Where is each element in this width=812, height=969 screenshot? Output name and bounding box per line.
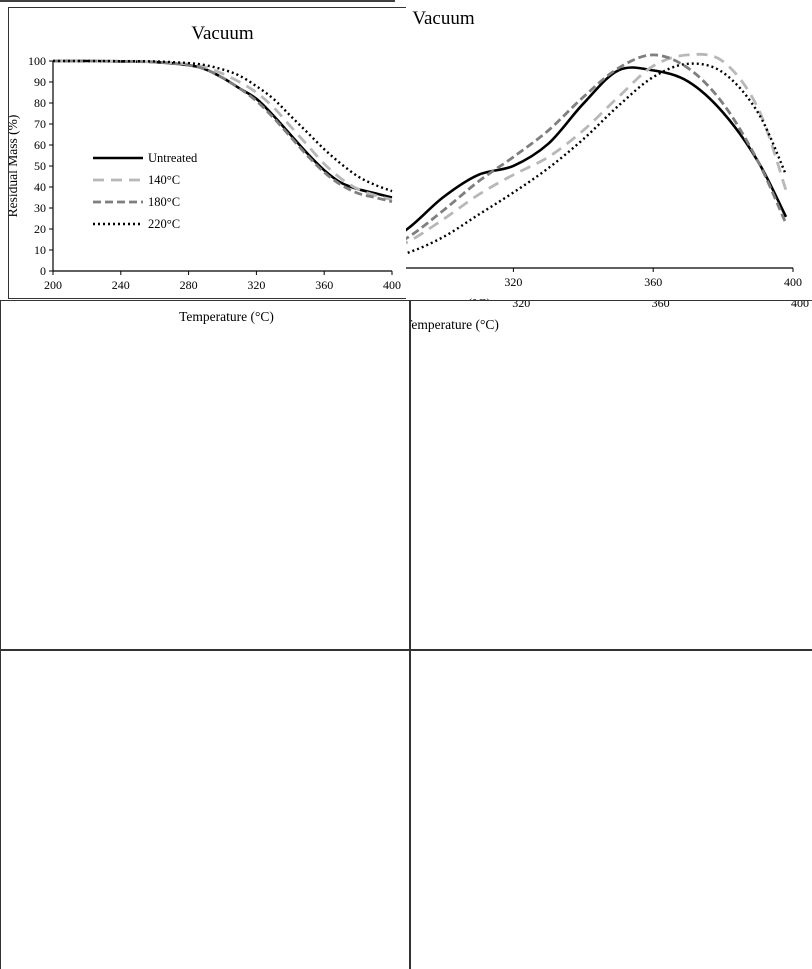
x-tick-label: 400 [383, 301, 401, 302]
y-tick-label: 10 [34, 243, 46, 257]
legend-label: Untreated [148, 151, 198, 165]
chart-panel-vacuum-mass: Vacuum 200 240 280 320 360 400 0 10 20 30 40 50 60 70 8… [8, 7, 408, 299]
chart-panel-nitrogen-mass: Nitrogen20024028032036040001020304050607… [0, 300, 410, 650]
chart-svg: Vacuum + Nitrogen20024028032036040000,00… [411, 651, 812, 969]
y-tick-label: 100 [28, 54, 46, 68]
x-tick-label: 280 [184, 301, 202, 302]
chart-svg: Vacuum 200 240 280 320 360 400 0 10 20 30 40 50 60 70 8… [9, 23, 401, 292]
legend-label: 180°C [148, 195, 180, 209]
x-tick-label: 320 [247, 278, 265, 292]
legend-label: 220°C [148, 217, 180, 231]
x-tick-label: 360 [652, 301, 670, 310]
x-axis-label: Temperature (°C) [406, 296, 491, 300]
chart-panel-nitrogen-rate: Nitrogen20024028032036040000,0020,0040,0… [410, 300, 812, 650]
series-line-220c [406, 62, 788, 255]
legend-label: 140°C [148, 173, 180, 187]
x-tick-label: 400 [784, 275, 802, 289]
chart-title: Vacuum [191, 23, 253, 44]
y-tick-label: 90 [34, 75, 46, 89]
series-line-140c [406, 52, 788, 245]
x-tick-label: 320 [504, 275, 522, 289]
series-line-untreated [406, 66, 788, 232]
x-axis-label: Temperature (°C) [179, 309, 274, 324]
y-tick-label: 60 [34, 138, 46, 152]
x-tick-label: 240 [112, 278, 130, 292]
x-tick-label: 320 [512, 301, 530, 310]
chart-panel-vacuum-nitrogen-mass: Vacuum + Nitrogen20024028032036040001020… [0, 650, 410, 969]
y-tick-label: 50 [34, 159, 46, 173]
chart-svg: Vacuum + Nitrogen20024028032036040001020… [1, 651, 409, 969]
x-tick-label: 240 [118, 301, 136, 302]
y-tick-label: 40 [34, 180, 46, 194]
x-tick-label: 360 [644, 275, 662, 289]
y-tick-label: 20 [34, 222, 46, 236]
y-tick-label: 80 [34, 96, 46, 110]
chart-panel-vacuum-nitrogen-rate: Vacuum + Nitrogen20024028032036040000,00… [410, 650, 812, 969]
x-tick-label: 280 [180, 278, 198, 292]
y-tick-label: 70 [34, 117, 46, 131]
y-axis-label: Residual Mass (%) [9, 115, 20, 218]
chart-svg: Nitrogen20024028032036040001020304050607… [52, 301, 401, 324]
series-line-220c [53, 59, 393, 193]
chart-title: Vacuum [412, 8, 474, 29]
chart-panel-vacuum-rate: Vacuum20024028032036040000,0020,0040,006… [406, 0, 812, 300]
y-tick-label: 0 [40, 264, 46, 278]
chart-svg: Nitrogen20024028032036040000,0020,0040,0… [411, 301, 809, 332]
x-tick-label: 400 [791, 301, 809, 310]
x-tick-label: 360 [317, 301, 335, 302]
x-tick-label: 360 [315, 278, 333, 292]
x-tick-label: 200 [44, 278, 62, 292]
x-tick-label: 320 [251, 301, 269, 302]
x-tick-label: 400 [383, 278, 401, 292]
y-tick-label: 30 [34, 201, 46, 215]
series-line-180c [406, 53, 788, 241]
x-axis-label: Temperature (°C) [411, 317, 499, 332]
top-edge-rule [0, 0, 395, 2]
chart-svg: Vacuum20024028032036040000,0020,0040,006… [406, 8, 802, 300]
x-tick-label: 200 [52, 301, 70, 302]
